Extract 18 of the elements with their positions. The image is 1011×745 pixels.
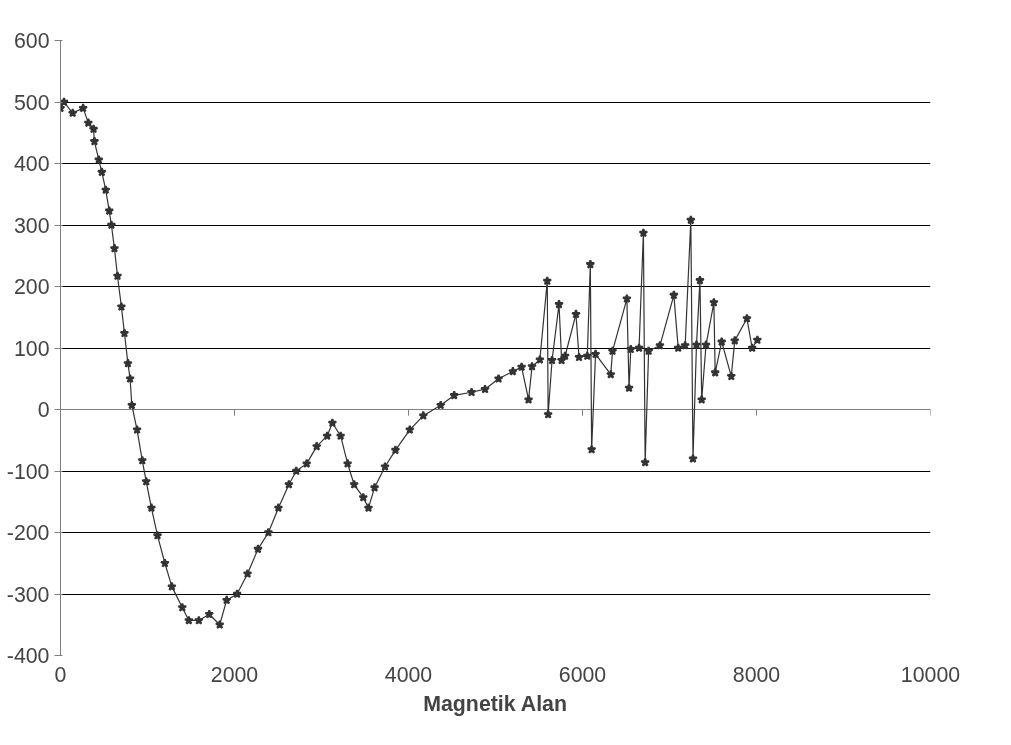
y-tick-label: 500	[13, 90, 50, 115]
x-tick-label: 8000	[732, 662, 781, 687]
y-tick-label: 200	[13, 275, 50, 299]
y-tick-label: 0	[37, 398, 50, 422]
y-tick-label: -200	[6, 521, 50, 545]
y-tick-label: -100	[6, 459, 50, 484]
x-tick-label: 2000	[210, 662, 259, 687]
x-tick-label: 4000	[384, 662, 433, 687]
y-tick-label: -300	[6, 582, 50, 607]
y-tick-label: 400	[13, 152, 50, 176]
y-tick-label: 600	[13, 29, 50, 53]
y-tick-label: 100	[13, 336, 50, 361]
x-tick-label: 0	[54, 662, 67, 687]
y-tick-label: -400	[6, 644, 50, 668]
x-axis-title: Magnetik Alan	[423, 691, 568, 716]
y-tick-label: 300	[13, 213, 50, 238]
x-tick-label: 6000	[558, 662, 607, 687]
x-tick-label: 10000	[900, 662, 961, 687]
